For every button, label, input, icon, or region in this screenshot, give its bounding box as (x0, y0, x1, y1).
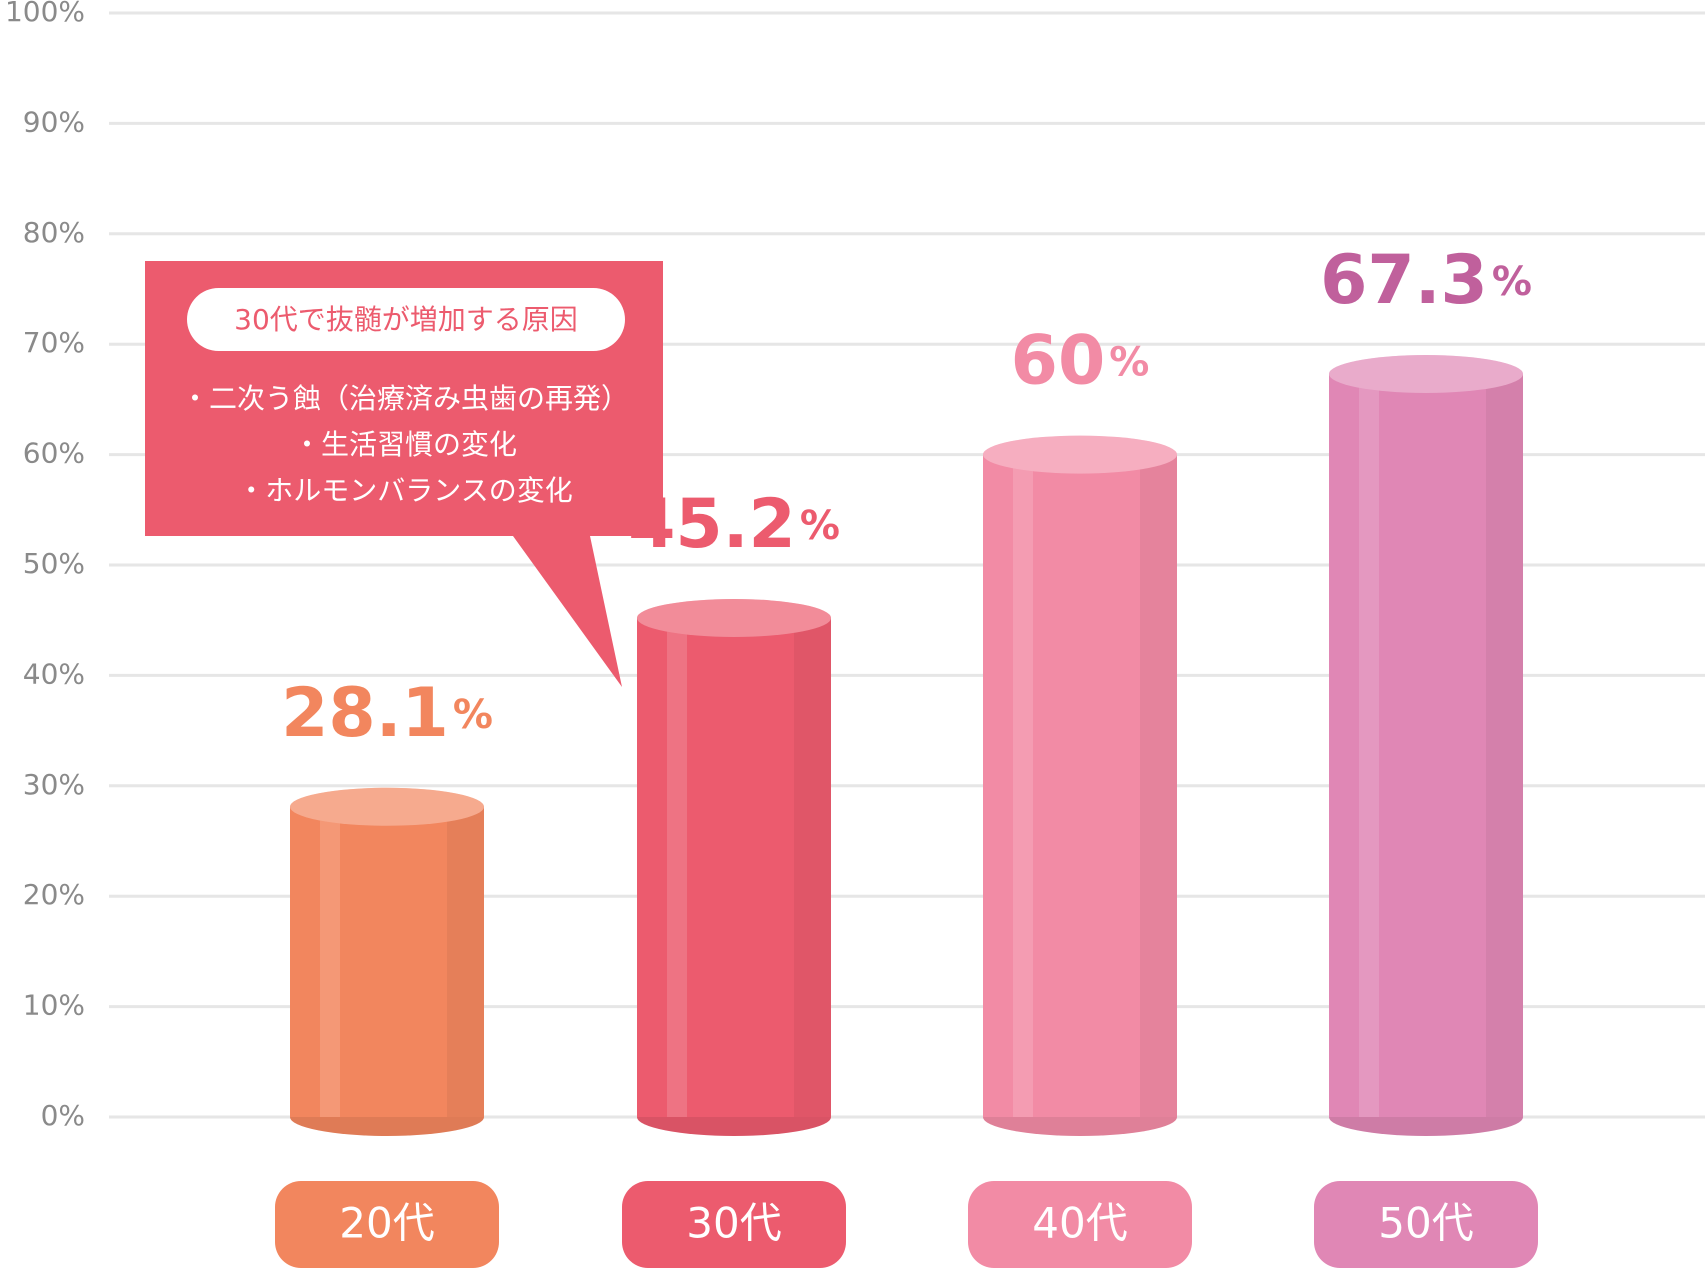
bar (290, 806, 484, 1117)
value-label: 60% (1011, 321, 1150, 400)
bar (637, 617, 831, 1117)
bar-top (983, 435, 1177, 474)
y-tick-label: 0% (41, 1099, 85, 1132)
category-pill (275, 1181, 499, 1268)
bar-top-light (637, 598, 831, 637)
callout-box (145, 261, 663, 687)
x-tick-label: 50代 (1378, 1199, 1473, 1248)
category-pill (1314, 1181, 1538, 1268)
bar-shade (447, 806, 484, 1117)
bar-top (637, 598, 831, 637)
y-tick-label: 20% (23, 878, 85, 911)
bar-top-light (290, 787, 484, 826)
callout: 30代で抜髄が増加する原因 ・二次う蝕（治療済み虫歯の再発） ・生活習慣の変化 … (145, 261, 663, 687)
bar-highlight (667, 617, 687, 1117)
bar-highlight (1013, 454, 1033, 1118)
bar (983, 454, 1177, 1118)
category-pill (622, 1181, 846, 1268)
x-tick-label: 20代 (339, 1199, 434, 1248)
callout-item: ・生活習慣の変化 (293, 428, 517, 461)
bar-shade (1486, 374, 1523, 1117)
callout-item: ・二次う蝕（治療済み虫歯の再発） (181, 382, 629, 415)
x-tick-label: 40代 (1032, 1199, 1127, 1248)
value-label: 67.3% (1320, 241, 1532, 320)
bar-top (1329, 355, 1523, 394)
bar-top-light (1329, 355, 1523, 394)
y-tick-label: 90% (23, 105, 85, 138)
bar-highlight (320, 806, 340, 1117)
x-tick-label: 30代 (686, 1199, 781, 1248)
value-label: 28.1% (281, 673, 493, 752)
bar-top-light (983, 435, 1177, 474)
y-tick-label: 70% (23, 326, 85, 359)
bar (1329, 374, 1523, 1117)
callout-item: ・ホルモンバランスの変化 (237, 474, 572, 507)
y-tick-label: 50% (23, 547, 85, 580)
bar-shade (1140, 454, 1177, 1118)
y-tick-label: 40% (23, 657, 85, 690)
bar-shade (794, 617, 831, 1117)
callout-title-pill (187, 288, 625, 351)
y-tick-label: 30% (23, 768, 85, 801)
bar-highlight (1359, 374, 1379, 1117)
bar-top (290, 787, 484, 826)
callout-title: 30代で抜髄が増加する原因 (234, 303, 578, 336)
y-tick-label: 10% (23, 989, 85, 1022)
y-tick-label: 60% (23, 437, 85, 470)
category-pill (968, 1181, 1192, 1268)
y-tick-label: 100% (5, 0, 85, 28)
y-tick-label: 80% (23, 216, 85, 249)
